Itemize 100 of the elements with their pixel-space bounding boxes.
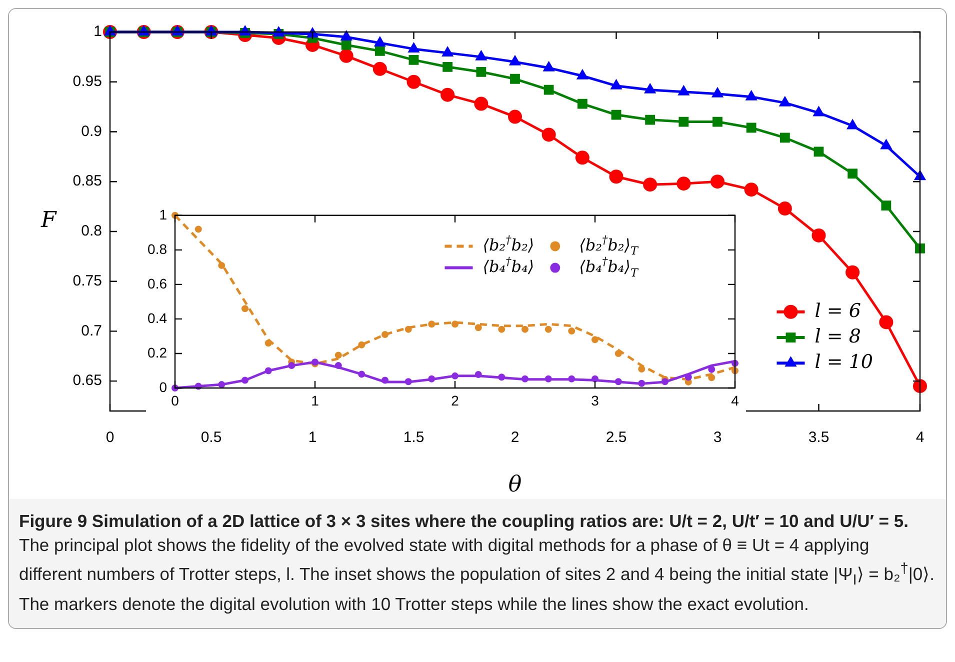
legend-label: ⟨b₄†b₄⟩ <box>482 255 534 276</box>
point <box>408 54 419 65</box>
y-tick-label: 0.4 <box>148 310 168 326</box>
x-tick-label: 2.5 <box>606 429 627 446</box>
point <box>678 116 689 127</box>
point <box>218 262 226 269</box>
text: Figure 9 Simulation of a 2D lattice of 3 × 3 sites where the coupling ratios are: U/t = 2, U/t′ = 10 and U/U′ = 5. <box>19 511 908 531</box>
point <box>592 375 598 382</box>
x-tick-label: 4 <box>916 429 924 446</box>
point <box>568 375 576 382</box>
point <box>744 182 758 197</box>
x-tick-label: 0 <box>171 392 180 408</box>
point <box>638 366 646 373</box>
point <box>404 378 412 386</box>
point <box>676 176 691 191</box>
point <box>510 74 520 84</box>
point <box>242 305 248 312</box>
point <box>194 226 202 233</box>
point <box>609 170 624 184</box>
y-tick-label: 0.9 <box>81 122 102 140</box>
point <box>814 146 824 157</box>
x-tick-label: 0.5 <box>200 429 222 446</box>
point <box>382 376 388 384</box>
point <box>218 381 226 388</box>
y-tick-label: 0 <box>159 378 168 395</box>
point <box>662 378 668 386</box>
legend-label: l = 10 <box>814 351 874 374</box>
x-tick-label: 0 <box>106 429 114 446</box>
point <box>879 315 894 330</box>
point <box>614 378 622 386</box>
point <box>710 174 724 189</box>
point <box>498 374 506 381</box>
point <box>812 228 826 242</box>
x-tick-label: 1 <box>308 429 317 446</box>
point <box>544 84 554 95</box>
point <box>522 326 528 333</box>
point <box>712 116 722 127</box>
point <box>334 362 342 370</box>
y-tick-label: 0.85 <box>72 172 102 190</box>
legend-label: ⟨b₂†b₂⟩ <box>482 234 534 254</box>
point <box>474 324 482 332</box>
x-tick-label: 3.5 <box>808 429 830 446</box>
y-tick-label: 0.8 <box>148 240 168 257</box>
y-tick-label: 0.6 <box>148 275 168 292</box>
point <box>577 98 588 109</box>
point <box>334 352 342 359</box>
point <box>544 326 552 333</box>
y-tick-label: 0.8 <box>81 222 102 240</box>
x-axis-title: θ <box>508 472 522 498</box>
point <box>358 341 366 348</box>
x-tick-label: 3 <box>591 392 600 408</box>
point <box>404 326 412 333</box>
x-tick-label: 1.5 <box>403 429 424 446</box>
point <box>645 114 656 125</box>
point <box>542 128 556 142</box>
x-tick-label: 2 <box>451 392 460 408</box>
point <box>288 362 296 370</box>
point <box>544 375 552 382</box>
point <box>374 46 385 56</box>
y-tick-label: 1 <box>94 23 102 40</box>
y-axis-title: F <box>40 208 57 234</box>
y-tick-label: 0.7 <box>81 322 102 340</box>
point <box>592 336 598 344</box>
point <box>708 366 716 373</box>
point <box>474 371 482 378</box>
point <box>242 376 248 384</box>
point <box>498 326 506 333</box>
point <box>428 320 436 328</box>
point <box>746 122 756 133</box>
point <box>339 48 354 63</box>
point <box>372 62 387 76</box>
point <box>264 340 272 347</box>
point <box>440 88 455 102</box>
point <box>428 375 436 382</box>
point <box>846 265 860 280</box>
point <box>643 178 658 192</box>
point <box>452 320 458 328</box>
point <box>614 350 622 357</box>
point <box>778 202 792 216</box>
point <box>474 96 488 111</box>
point <box>575 150 590 165</box>
x-tick-label: 4 <box>731 392 740 408</box>
point <box>264 367 272 374</box>
point <box>406 74 421 89</box>
y-tick-label: 0.2 <box>148 344 168 360</box>
y-tick-label: 1 <box>159 206 168 222</box>
point <box>611 110 622 120</box>
y-tick-label: 0.65 <box>72 372 102 390</box>
point <box>341 40 352 50</box>
legend-label: l = 8 <box>814 325 861 348</box>
y-tick-label: 0.75 <box>72 272 102 290</box>
legend-label: l = 6 <box>814 300 861 322</box>
point <box>881 200 892 210</box>
point <box>780 132 790 143</box>
point <box>452 372 458 380</box>
point <box>358 370 366 378</box>
point <box>568 328 576 335</box>
point <box>848 168 858 179</box>
point <box>684 374 692 381</box>
x-tick-label: 2 <box>510 429 520 446</box>
